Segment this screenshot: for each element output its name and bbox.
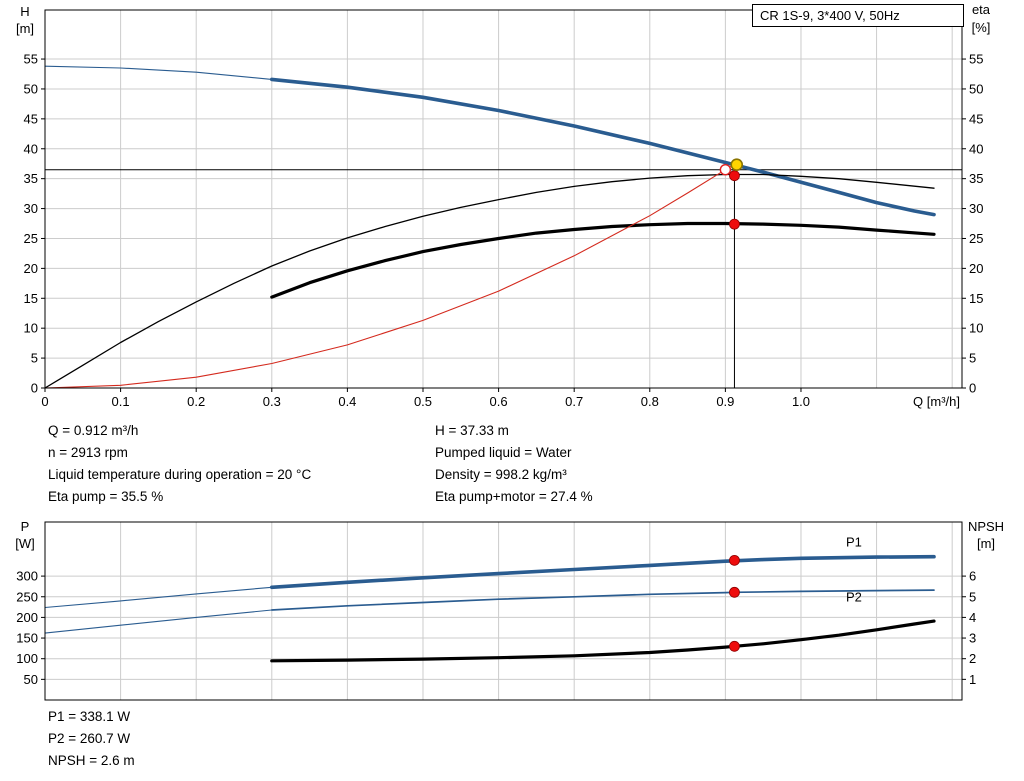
plot-frame bbox=[44, 521, 963, 701]
left-axis-label: [W] bbox=[15, 536, 35, 551]
y-tick-label-left: 40 bbox=[24, 141, 38, 156]
x-tick-label: 0.2 bbox=[187, 394, 205, 409]
y-tick-label-right: 30 bbox=[969, 201, 983, 216]
info-flow: Q = 0.912 m³/h bbox=[48, 423, 139, 438]
x-tick-label: 0.5 bbox=[414, 394, 432, 409]
x-tick-label: 0.7 bbox=[565, 394, 583, 409]
eta-pump-motor-point bbox=[729, 218, 740, 230]
x-tick-label: 0 bbox=[41, 394, 48, 409]
y-tick-label-left: 15 bbox=[24, 291, 38, 306]
y-tick-label-right: 10 bbox=[969, 321, 983, 336]
x-tick-label: 1.0 bbox=[792, 394, 810, 409]
right-axis-label: [m] bbox=[977, 536, 995, 551]
npsh-curve bbox=[270, 619, 936, 663]
right-axis-label: NPSH bbox=[968, 519, 1004, 534]
y-tick-label-right: 35 bbox=[969, 171, 983, 186]
duty-point-requested bbox=[719, 163, 732, 176]
qh-eta-chart: 0 0.1 0.2 0.3 0.4 0.5 0.6 0.7 0.8 0.9 1.0 0 5 10 15 20 2… bbox=[16, 2, 991, 409]
y-tick-label-left: 150 bbox=[16, 631, 38, 646]
info-eta-pump-motor: Eta pump+motor = 27.4 % bbox=[435, 489, 593, 504]
qh-curve-lowflow bbox=[44, 65, 273, 80]
y-tick-label-left: 35 bbox=[24, 171, 38, 186]
y-tick-label-right: 45 bbox=[969, 111, 983, 126]
eta-pump-point bbox=[729, 170, 740, 182]
pump-title-box: CR 1S-9, 3*400 V, 50Hz bbox=[752, 4, 964, 27]
y-tick-label-left: 50 bbox=[24, 672, 38, 687]
y-tick-label-left: 250 bbox=[16, 589, 38, 604]
info-p1: P1 = 338.1 W bbox=[48, 709, 131, 724]
duty-info-right: H = 37.33 m Pumped liquid = Water Densit… bbox=[435, 420, 593, 508]
y-tick-label-left: 50 bbox=[24, 81, 38, 96]
y-tick-label-right: 3 bbox=[969, 631, 976, 646]
y-tick-label-left: 20 bbox=[24, 261, 38, 276]
x-tick-label: 0.1 bbox=[112, 394, 130, 409]
pump-title: CR 1S-9, 3*400 V, 50Hz bbox=[760, 8, 900, 23]
system-curve bbox=[44, 163, 736, 389]
duty-info-left: Q = 0.912 m³/h n = 2913 rpm Liquid tempe… bbox=[48, 420, 311, 508]
y-tick-label-left: 25 bbox=[24, 231, 38, 246]
y-tick-label-right: 4 bbox=[969, 610, 976, 625]
info-speed: n = 2913 rpm bbox=[48, 445, 128, 460]
info-liquid: Pumped liquid = Water bbox=[435, 445, 572, 460]
y-tick-label-left: 200 bbox=[16, 610, 38, 625]
y-tick-label-right: 5 bbox=[969, 351, 976, 366]
x-tick-label: 0.9 bbox=[716, 394, 734, 409]
p2-curve-lowflow bbox=[44, 609, 273, 634]
p1-curve-lowflow bbox=[44, 586, 273, 609]
info-head: H = 37.33 m bbox=[435, 423, 509, 438]
x-axis-label: Q [m³/h] bbox=[913, 394, 960, 409]
info-density: Density = 998.2 kg/m³ bbox=[435, 467, 567, 482]
x-tick-label: 0.3 bbox=[263, 394, 281, 409]
x-tick-label: 0.8 bbox=[641, 394, 659, 409]
x-tick-label: 0.4 bbox=[338, 394, 356, 409]
info-eta-pump: Eta pump = 35.5 % bbox=[48, 489, 164, 504]
y-tick-label-left: 55 bbox=[24, 52, 38, 67]
eta-pump-curve bbox=[44, 173, 935, 389]
y-tick-label-right: 25 bbox=[969, 231, 983, 246]
y-tick-label-left: 0 bbox=[31, 381, 38, 396]
p1-label: P1 bbox=[846, 534, 862, 549]
y-tick-label-right: 55 bbox=[969, 52, 983, 67]
y-tick-label-left: 100 bbox=[16, 651, 38, 666]
p1-point bbox=[729, 554, 740, 566]
y-tick-label-right: 15 bbox=[969, 291, 983, 306]
y-tick-label-right: 6 bbox=[969, 569, 976, 584]
x-tick-label: 0.6 bbox=[490, 394, 508, 409]
y-tick-label-left: 300 bbox=[16, 569, 38, 584]
y-tick-label-right: 50 bbox=[969, 81, 983, 96]
left-axis-label: P bbox=[21, 519, 30, 534]
y-tick-label-right: 2 bbox=[969, 651, 976, 666]
left-axis-label: H bbox=[20, 4, 29, 19]
plot-frame bbox=[44, 9, 963, 389]
p2-curve bbox=[270, 589, 935, 611]
qh-curve bbox=[269, 77, 936, 217]
y-tick-label-left: 10 bbox=[24, 321, 38, 336]
y-tick-label-right: 20 bbox=[969, 261, 983, 276]
y-tick-label-left: 30 bbox=[24, 201, 38, 216]
y-tick-label-right: 0 bbox=[969, 381, 976, 396]
power-npsh-chart: 50 100 150 200 250 300 1 2 3 4 5 6 P1 P2 P [W] NPSH [m] bbox=[15, 519, 1004, 701]
eta-pump-motor-curve bbox=[270, 221, 936, 299]
y-tick-label-right: 1 bbox=[969, 672, 976, 687]
npsh-point bbox=[729, 640, 740, 652]
p1-curve bbox=[269, 554, 936, 590]
info-p2: P2 = 260.7 W bbox=[48, 731, 131, 746]
left-axis-label: [m] bbox=[16, 21, 34, 36]
info-npsh: NPSH = 2.6 m bbox=[48, 753, 135, 768]
y-tick-label-right: 40 bbox=[969, 141, 983, 156]
y-tick-label-left: 45 bbox=[24, 111, 38, 126]
right-axis-label: [%] bbox=[972, 20, 991, 35]
p2-label: P2 bbox=[846, 590, 862, 605]
y-tick-label-left: 5 bbox=[31, 351, 38, 366]
power-npsh-info: P1 = 338.1 W P2 = 260.7 W NPSH = 2.6 m bbox=[48, 706, 135, 772]
duty-point-actual bbox=[730, 158, 744, 172]
right-axis-label: eta bbox=[972, 2, 991, 17]
y-tick-label-right: 5 bbox=[969, 589, 976, 604]
p2-point bbox=[729, 586, 740, 598]
info-temperature: Liquid temperature during operation = 20… bbox=[48, 467, 312, 482]
